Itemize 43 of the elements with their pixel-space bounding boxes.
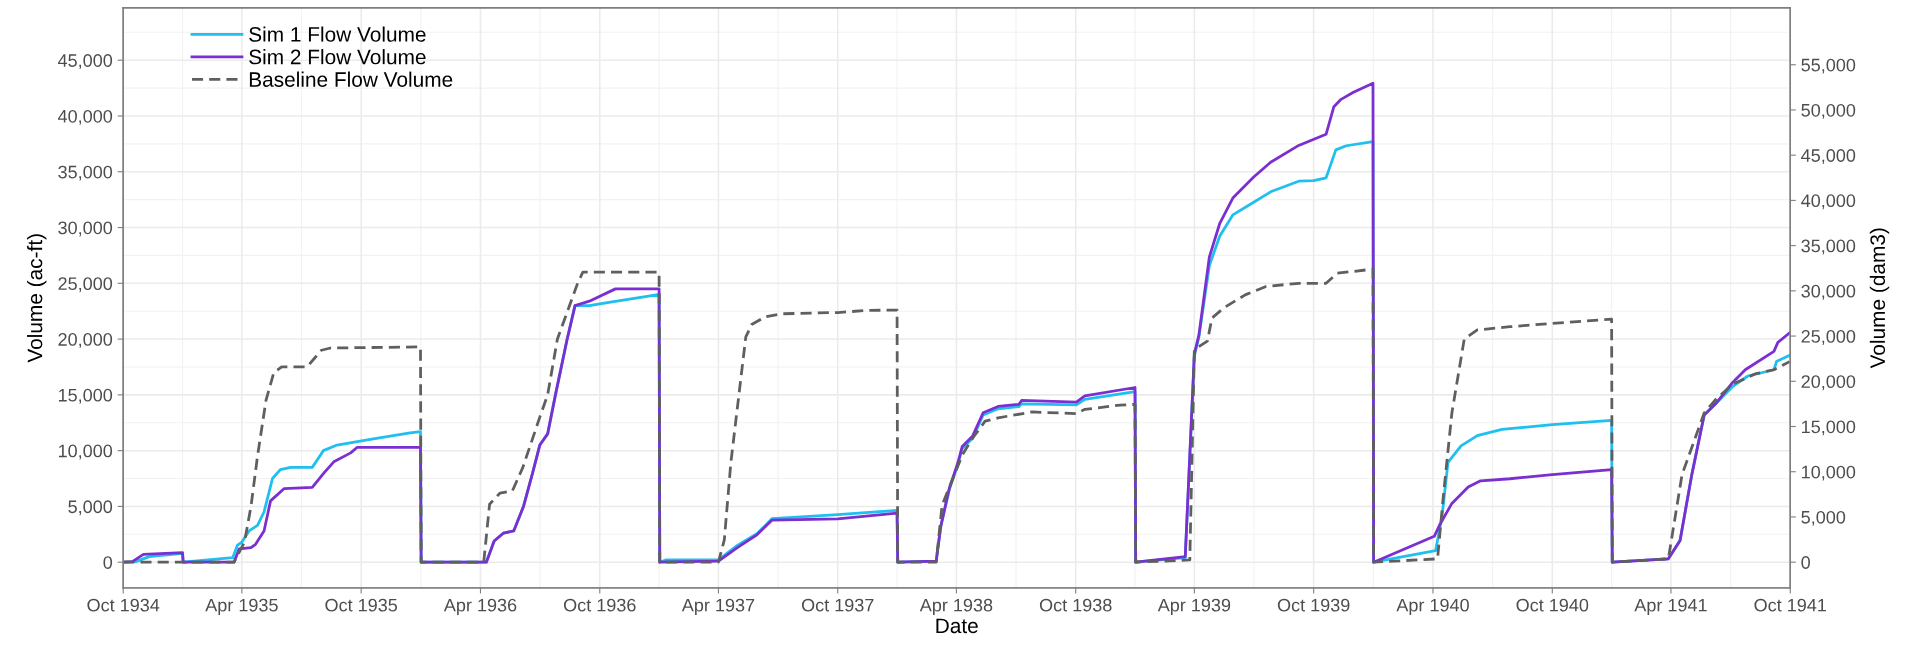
- x-tick-label: Apr 1939: [1157, 598, 1231, 616]
- y2-tick-label: 35,000: [1801, 239, 1856, 255]
- x-tick-label: Oct 1935: [325, 598, 398, 612]
- y2-tick-label: 30,000: [1801, 284, 1856, 300]
- y2-tick-label: 25,000: [1801, 330, 1856, 345]
- x-tick-label: Oct 1938: [1039, 598, 1112, 612]
- y2-tick-label: 20,000: [1801, 375, 1856, 391]
- y-tick-label: 15,000: [58, 388, 113, 404]
- x-tick-label: Apr 1941: [1634, 598, 1707, 616]
- y-tick-label: 45,000: [57, 54, 113, 70]
- x-tick-label: Oct 1937: [801, 598, 874, 612]
- y-tick-label: 40,000: [57, 109, 113, 125]
- x-tick-label: Apr 1940: [1396, 598, 1469, 616]
- y2-tick-label: 10,000: [1802, 465, 1856, 481]
- y2-tick-label: 40,000: [1801, 194, 1856, 210]
- legend-label: Sim 1 Flow Volume: [249, 26, 426, 42]
- y-tick-label: 35,000: [58, 165, 113, 181]
- x-tick-label: Oct 1940: [1516, 598, 1589, 612]
- x-tick-label: Apr 1935: [205, 598, 278, 616]
- y-tick-label: 25,000: [58, 277, 113, 293]
- x-axis-title: Date: [936, 618, 978, 634]
- x-tick-label: Oct 1941: [1754, 598, 1827, 612]
- y2-tick-label: 55,000: [1801, 58, 1856, 74]
- y2-tick-label: 45,000: [1801, 149, 1856, 165]
- x-tick-label: Oct 1936: [564, 598, 636, 612]
- x-tick-label: Apr 1938: [919, 598, 993, 616]
- x-tick-label: Oct 1939: [1277, 598, 1350, 612]
- legend-label: Baseline Flow Volume: [249, 71, 453, 87]
- y2-tick-label: 50,000: [1801, 103, 1856, 119]
- x-tick-label: Apr 1937: [681, 598, 755, 616]
- y-tick-label: 30,000: [58, 221, 113, 237]
- y-tick-label: 5,000: [68, 500, 113, 516]
- y2-tick-label: 0: [1801, 556, 1810, 569]
- x-tick-label: Oct 1934: [87, 598, 160, 612]
- x-tick-label: Apr 1936: [443, 598, 517, 616]
- y2-tick-label: 15,000: [1802, 420, 1856, 436]
- legend-label: Sim 2 Flow Volume: [249, 49, 426, 65]
- y-tick-label: 10,000: [58, 444, 113, 460]
- y-tick-label: 0: [103, 556, 113, 569]
- y-tick-label: 20,000: [58, 333, 113, 348]
- y-axis-title: Volume (ac-ft): [27, 234, 47, 363]
- y2-axis-title: Volume (dam3): [1869, 228, 1890, 369]
- y2-tick-label: 5,000: [1801, 510, 1846, 526]
